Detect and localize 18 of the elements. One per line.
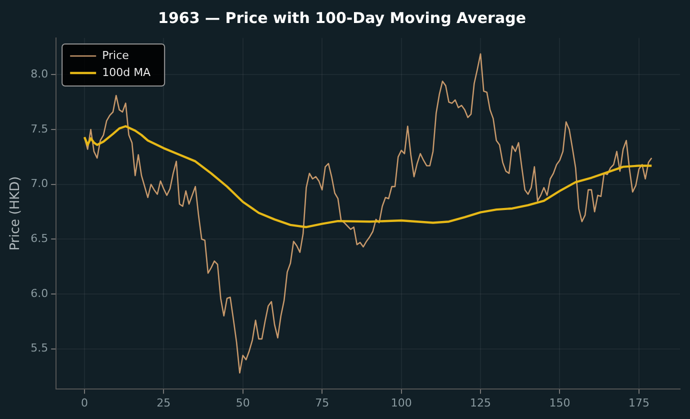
- chart-title: 1963 — Price with 100-Day Moving Average: [158, 8, 526, 27]
- y-tick-label: 5.5: [30, 342, 48, 355]
- x-tick-label: 150: [549, 396, 570, 410]
- y-tick-label: 6.0: [30, 286, 48, 300]
- x-tick-label: 50: [236, 396, 250, 410]
- legend-label: Price: [102, 48, 130, 62]
- y-tick-label: 8.0: [30, 68, 48, 81]
- legend-label: 100d MA: [102, 66, 152, 79]
- x-tick-label: 75: [315, 396, 330, 410]
- x-tick-label: 25: [156, 396, 171, 410]
- y-tick-label: 7.5: [30, 122, 48, 136]
- y-tick-label: 6.5: [30, 232, 48, 246]
- x-tick-label: 175: [628, 396, 650, 410]
- x-tick-label: 100: [390, 396, 412, 410]
- y-tick-label: 7.0: [30, 177, 48, 190]
- y-axis-title: Price (HKD): [8, 176, 24, 251]
- x-tick-label: 0: [80, 396, 88, 410]
- x-tick-label: 125: [470, 396, 492, 410]
